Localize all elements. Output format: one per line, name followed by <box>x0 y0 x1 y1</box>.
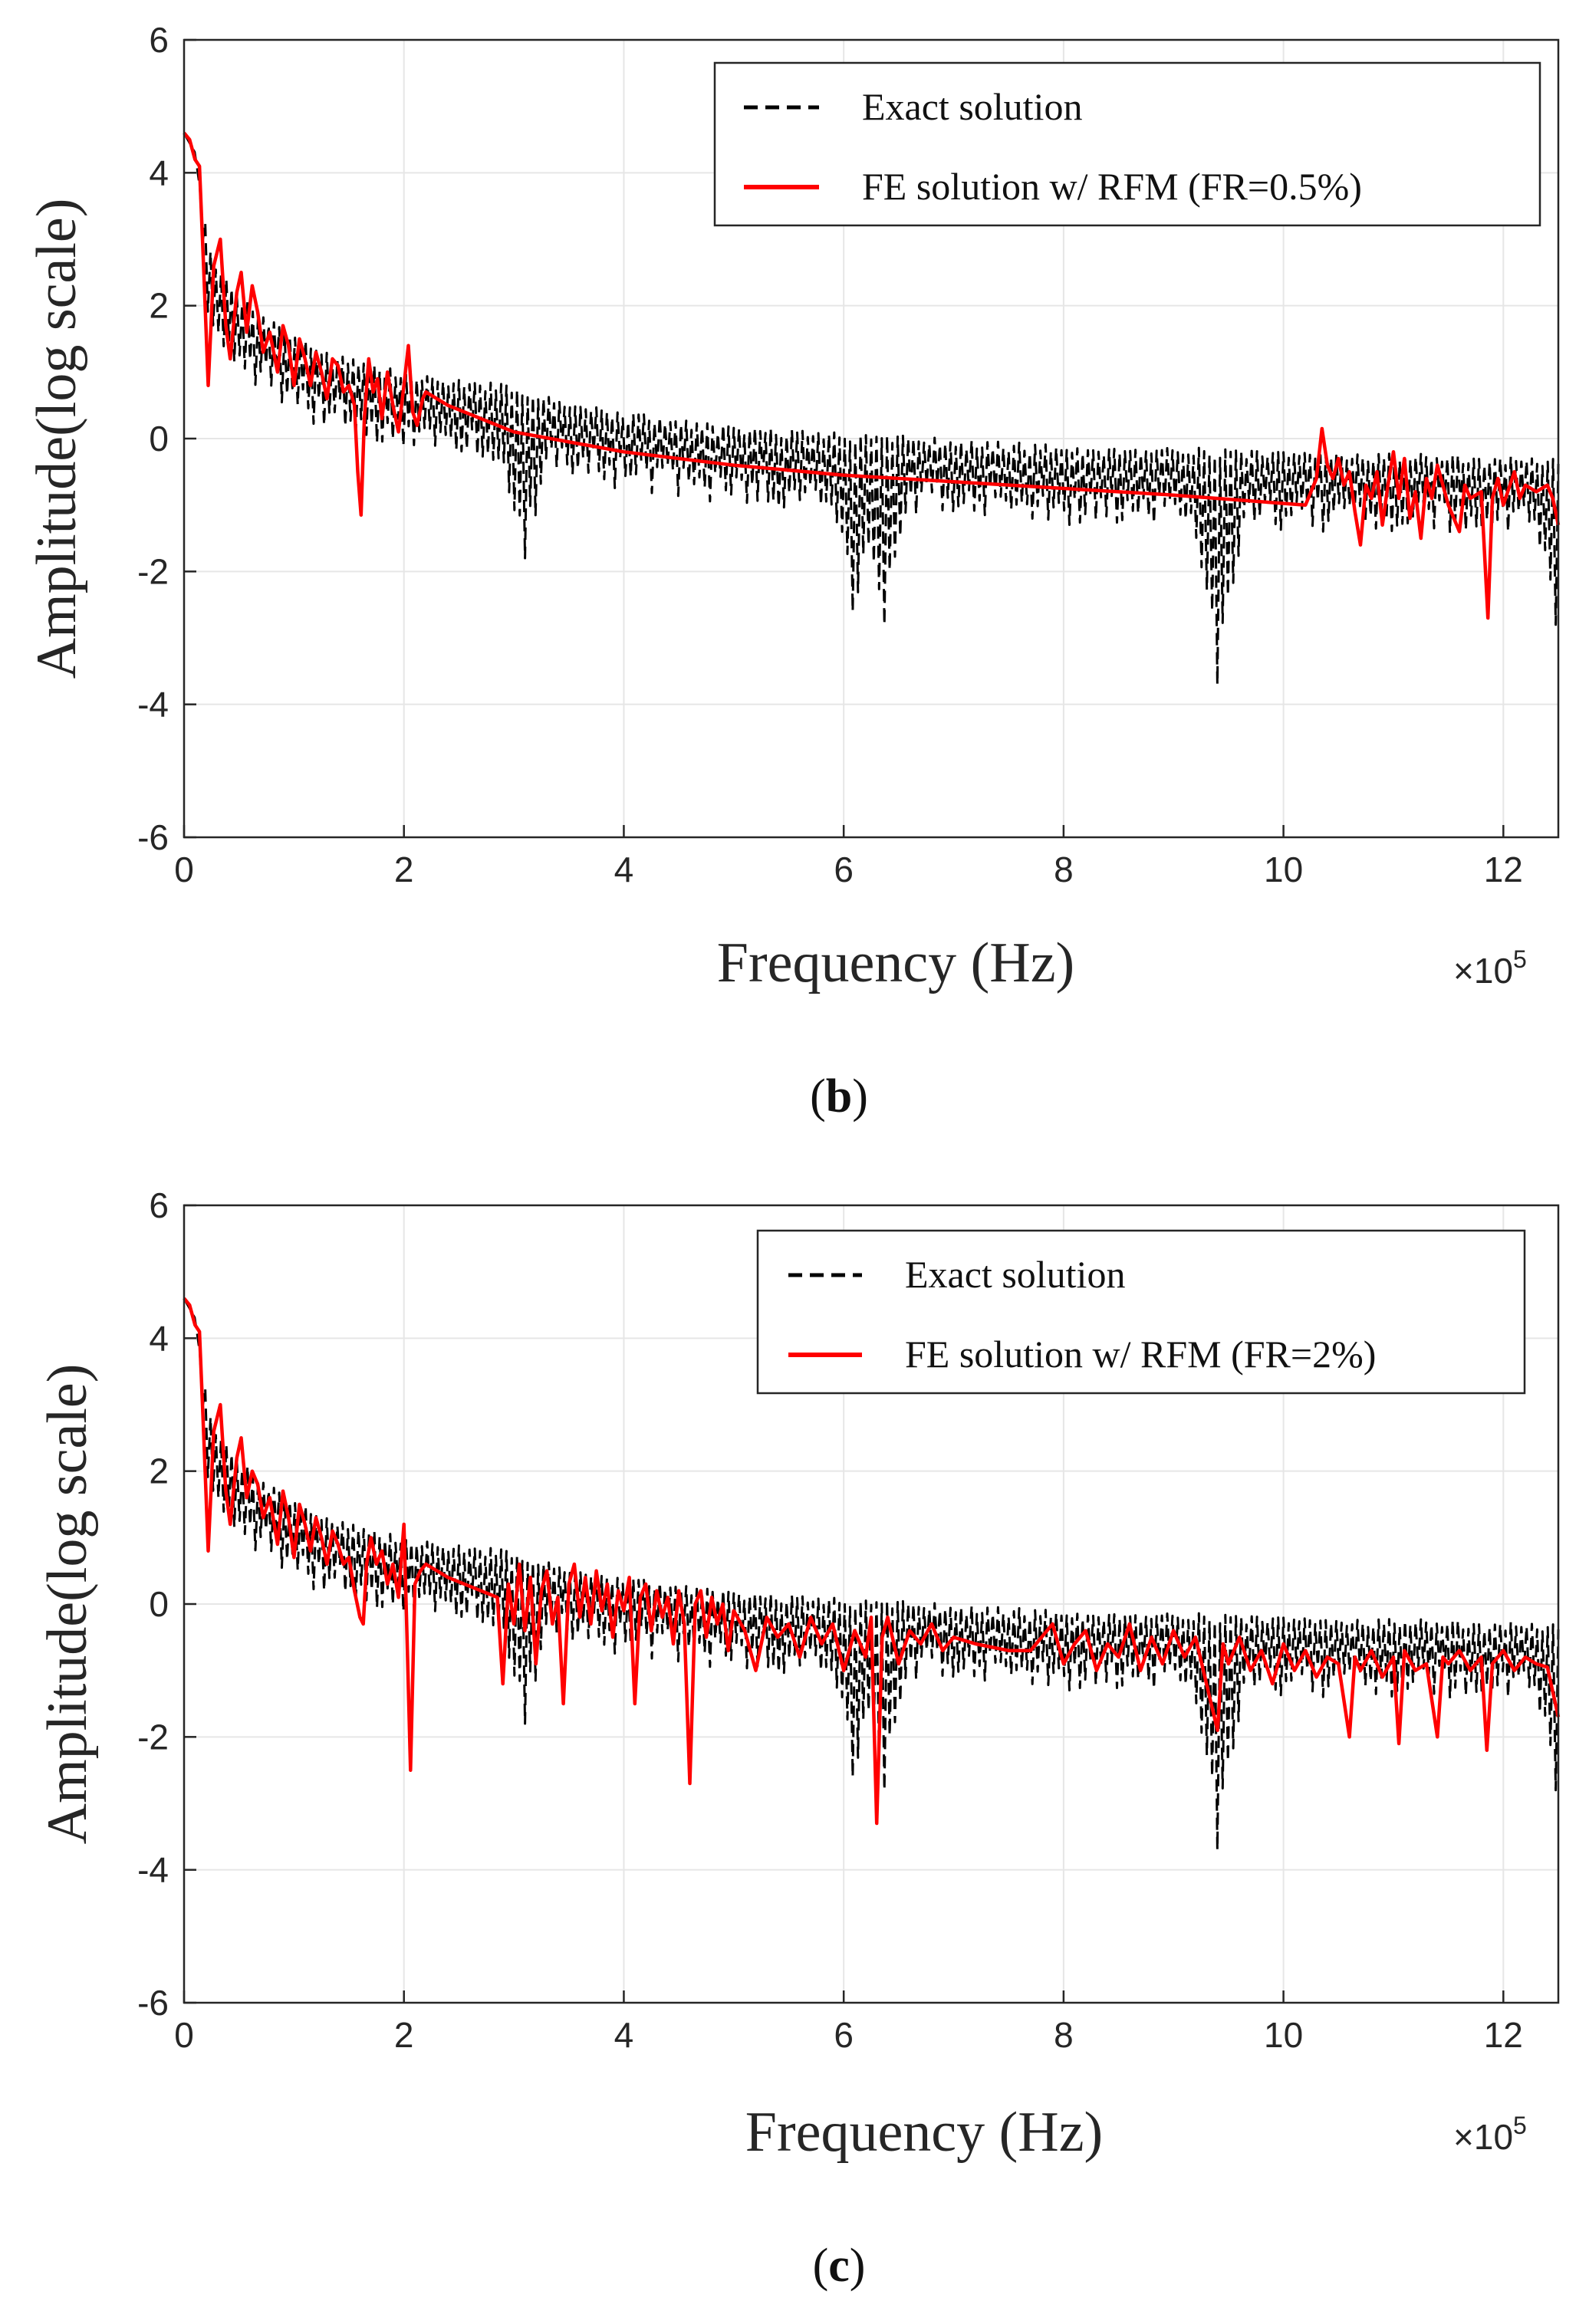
x-tick-label: 12 <box>1484 2015 1523 2055</box>
caption-close-paren: ) <box>852 1070 868 1123</box>
x-tick-label: 2 <box>394 2015 414 2055</box>
y-tick-label: -2 <box>137 551 169 591</box>
x-tick-label: 8 <box>1054 850 1074 889</box>
x-tick-label: 6 <box>834 850 854 889</box>
caption-open-paren: ( <box>813 2240 829 2292</box>
y-axis-label: Amplitude(log scale) <box>25 199 88 679</box>
caption-open-paren: ( <box>810 1070 826 1123</box>
tick-layer: 0 2 4 6 8 10 12 6 4 2 0 -2 -4 -6 <box>137 1185 1523 2055</box>
legend-box <box>756 1229 1526 1395</box>
y-tick-label: 6 <box>149 1185 169 1225</box>
x-tick-label: 0 <box>174 2015 194 2055</box>
x-tick-label: 10 <box>1264 850 1303 889</box>
y-tick-label: -6 <box>137 1983 169 2023</box>
x-axis-label: Frequency (Hz) <box>745 2101 1103 2164</box>
x-axis-multiplier: ×105 <box>1453 945 1527 991</box>
x-tick-label: 4 <box>614 2015 634 2055</box>
y-tick-label: 4 <box>149 153 169 192</box>
series-layer <box>183 131 1561 686</box>
legend-label-fe: FE solution w/ RFM (FR=2%) <box>905 1333 1376 1376</box>
tick-layer: 0 2 4 6 8 10 12 6 4 2 0 -2 -4 -6 <box>137 20 1523 889</box>
y-tick-label: -6 <box>137 817 169 857</box>
panel-caption-b: (b) <box>810 1070 868 1123</box>
caption-letter: c <box>828 2240 850 2292</box>
legend: Exact solution FE solution w/ RFM (FR=2%… <box>756 1229 1526 1395</box>
x-tick-label: 2 <box>394 850 414 889</box>
x-axis-multiplier-base: ×10 <box>1453 951 1513 991</box>
series-exact-solution <box>183 1297 1560 1852</box>
figure-b: 0 2 4 6 8 10 12 6 4 2 0 -2 -4 -6 Frequency (Hz) ×105 … <box>25 20 1561 1123</box>
series-layer <box>183 1297 1561 1852</box>
y-tick-label: -4 <box>137 1850 169 1890</box>
y-tick-label: 0 <box>149 419 169 459</box>
y-tick-label: 2 <box>149 1451 169 1491</box>
y-tick-label: -2 <box>137 1717 169 1757</box>
legend-label-exact: Exact solution <box>862 85 1082 128</box>
y-tick-label: 0 <box>149 1584 169 1624</box>
x-axis-label: Frequency (Hz) <box>717 932 1074 994</box>
y-axis-label: Amplitude(log scale) <box>36 1364 99 1845</box>
x-tick-label: 10 <box>1264 2015 1303 2055</box>
figure-c: 0 2 4 6 8 10 12 6 4 2 0 -2 -4 -6 Frequency (Hz) ×105 … <box>0 1162 1589 2324</box>
legend-box <box>713 61 1541 227</box>
x-axis-multiplier-exponent: 5 <box>1513 945 1527 973</box>
y-tick-label: -4 <box>137 685 169 725</box>
caption-close-paren: ) <box>850 2240 866 2292</box>
x-tick-label: 12 <box>1484 850 1523 889</box>
y-tick-label: 6 <box>149 20 169 60</box>
series-exact-solution <box>183 132 1560 686</box>
legend-label-exact: Exact solution <box>905 1253 1125 1296</box>
x-axis-multiplier-base: ×10 <box>1453 2117 1513 2157</box>
x-axis-multiplier: ×105 <box>1453 2112 1527 2157</box>
y-tick-label: 4 <box>149 1318 169 1358</box>
caption-letter: b <box>826 1070 852 1123</box>
x-tick-label: 4 <box>614 850 634 889</box>
x-tick-label: 6 <box>834 2015 854 2055</box>
panel-caption-c: (c) <box>813 2240 866 2292</box>
legend-label-fe: FE solution w/ RFM (FR=0.5%) <box>862 165 1362 208</box>
x-tick-label: 0 <box>174 850 194 889</box>
y-tick-label: 2 <box>149 286 169 326</box>
series-fe-solution <box>183 131 1561 620</box>
x-tick-label: 8 <box>1054 2015 1074 2055</box>
legend: Exact solution FE solution w/ RFM (FR=0.… <box>713 61 1541 227</box>
series-fe-solution <box>183 1297 1561 1826</box>
x-axis-multiplier-exponent: 5 <box>1513 2112 1527 2139</box>
